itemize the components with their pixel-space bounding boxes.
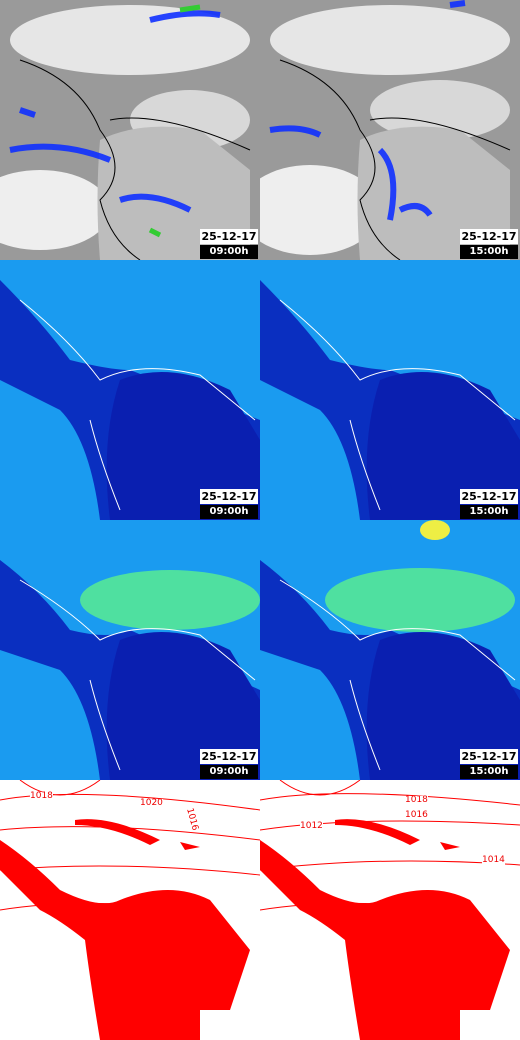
wind-map [0, 520, 260, 780]
wind-map [260, 520, 520, 780]
wind-map [0, 260, 260, 520]
date-label: 25-12-17 [200, 229, 258, 244]
time-label: 15:00h [460, 765, 518, 779]
pressure-panel: 1018 1020 1016 [0, 780, 260, 1040]
wind-panel: 25-12-17 09:00h [0, 260, 260, 520]
isobar-label: 1016 [405, 810, 428, 820]
pressure-map [0, 780, 260, 1040]
isobar-label: 1020 [140, 798, 163, 808]
time-label: 09:00h [200, 245, 258, 259]
wind-panel: 25-12-17 09:00h [0, 520, 260, 780]
satellite-panel: 25-12-17 15:00h [260, 0, 520, 260]
date-label: 25-12-17 [460, 489, 518, 504]
date-label: 25-12-17 [460, 749, 518, 764]
satellite-map [0, 0, 260, 260]
time-label: 15:00h [460, 505, 518, 519]
pressure-map [260, 780, 520, 1040]
date-label: 25-12-17 [200, 749, 258, 764]
date-label: 25-12-17 [200, 489, 258, 504]
date-label: 25-12-17 [460, 229, 518, 244]
time-label: 09:00h [200, 765, 258, 779]
isobar-label: 1018 [405, 795, 428, 805]
isobar-label: 1014 [482, 855, 505, 865]
wind-panel: 25-12-17 15:00h [260, 520, 520, 780]
time-label: 15:00h [460, 245, 518, 259]
satellite-map [260, 0, 520, 260]
isobar-label: 1018 [30, 791, 53, 801]
isobar-label: 1012 [300, 821, 323, 831]
pressure-panel: 1018 1016 1012 1014 [260, 780, 520, 1040]
wind-panel: 25-12-17 15:00h [260, 260, 520, 520]
satellite-panel: 25-12-17 09:00h [0, 0, 260, 260]
wind-map [260, 260, 520, 520]
time-label: 09:00h [200, 505, 258, 519]
